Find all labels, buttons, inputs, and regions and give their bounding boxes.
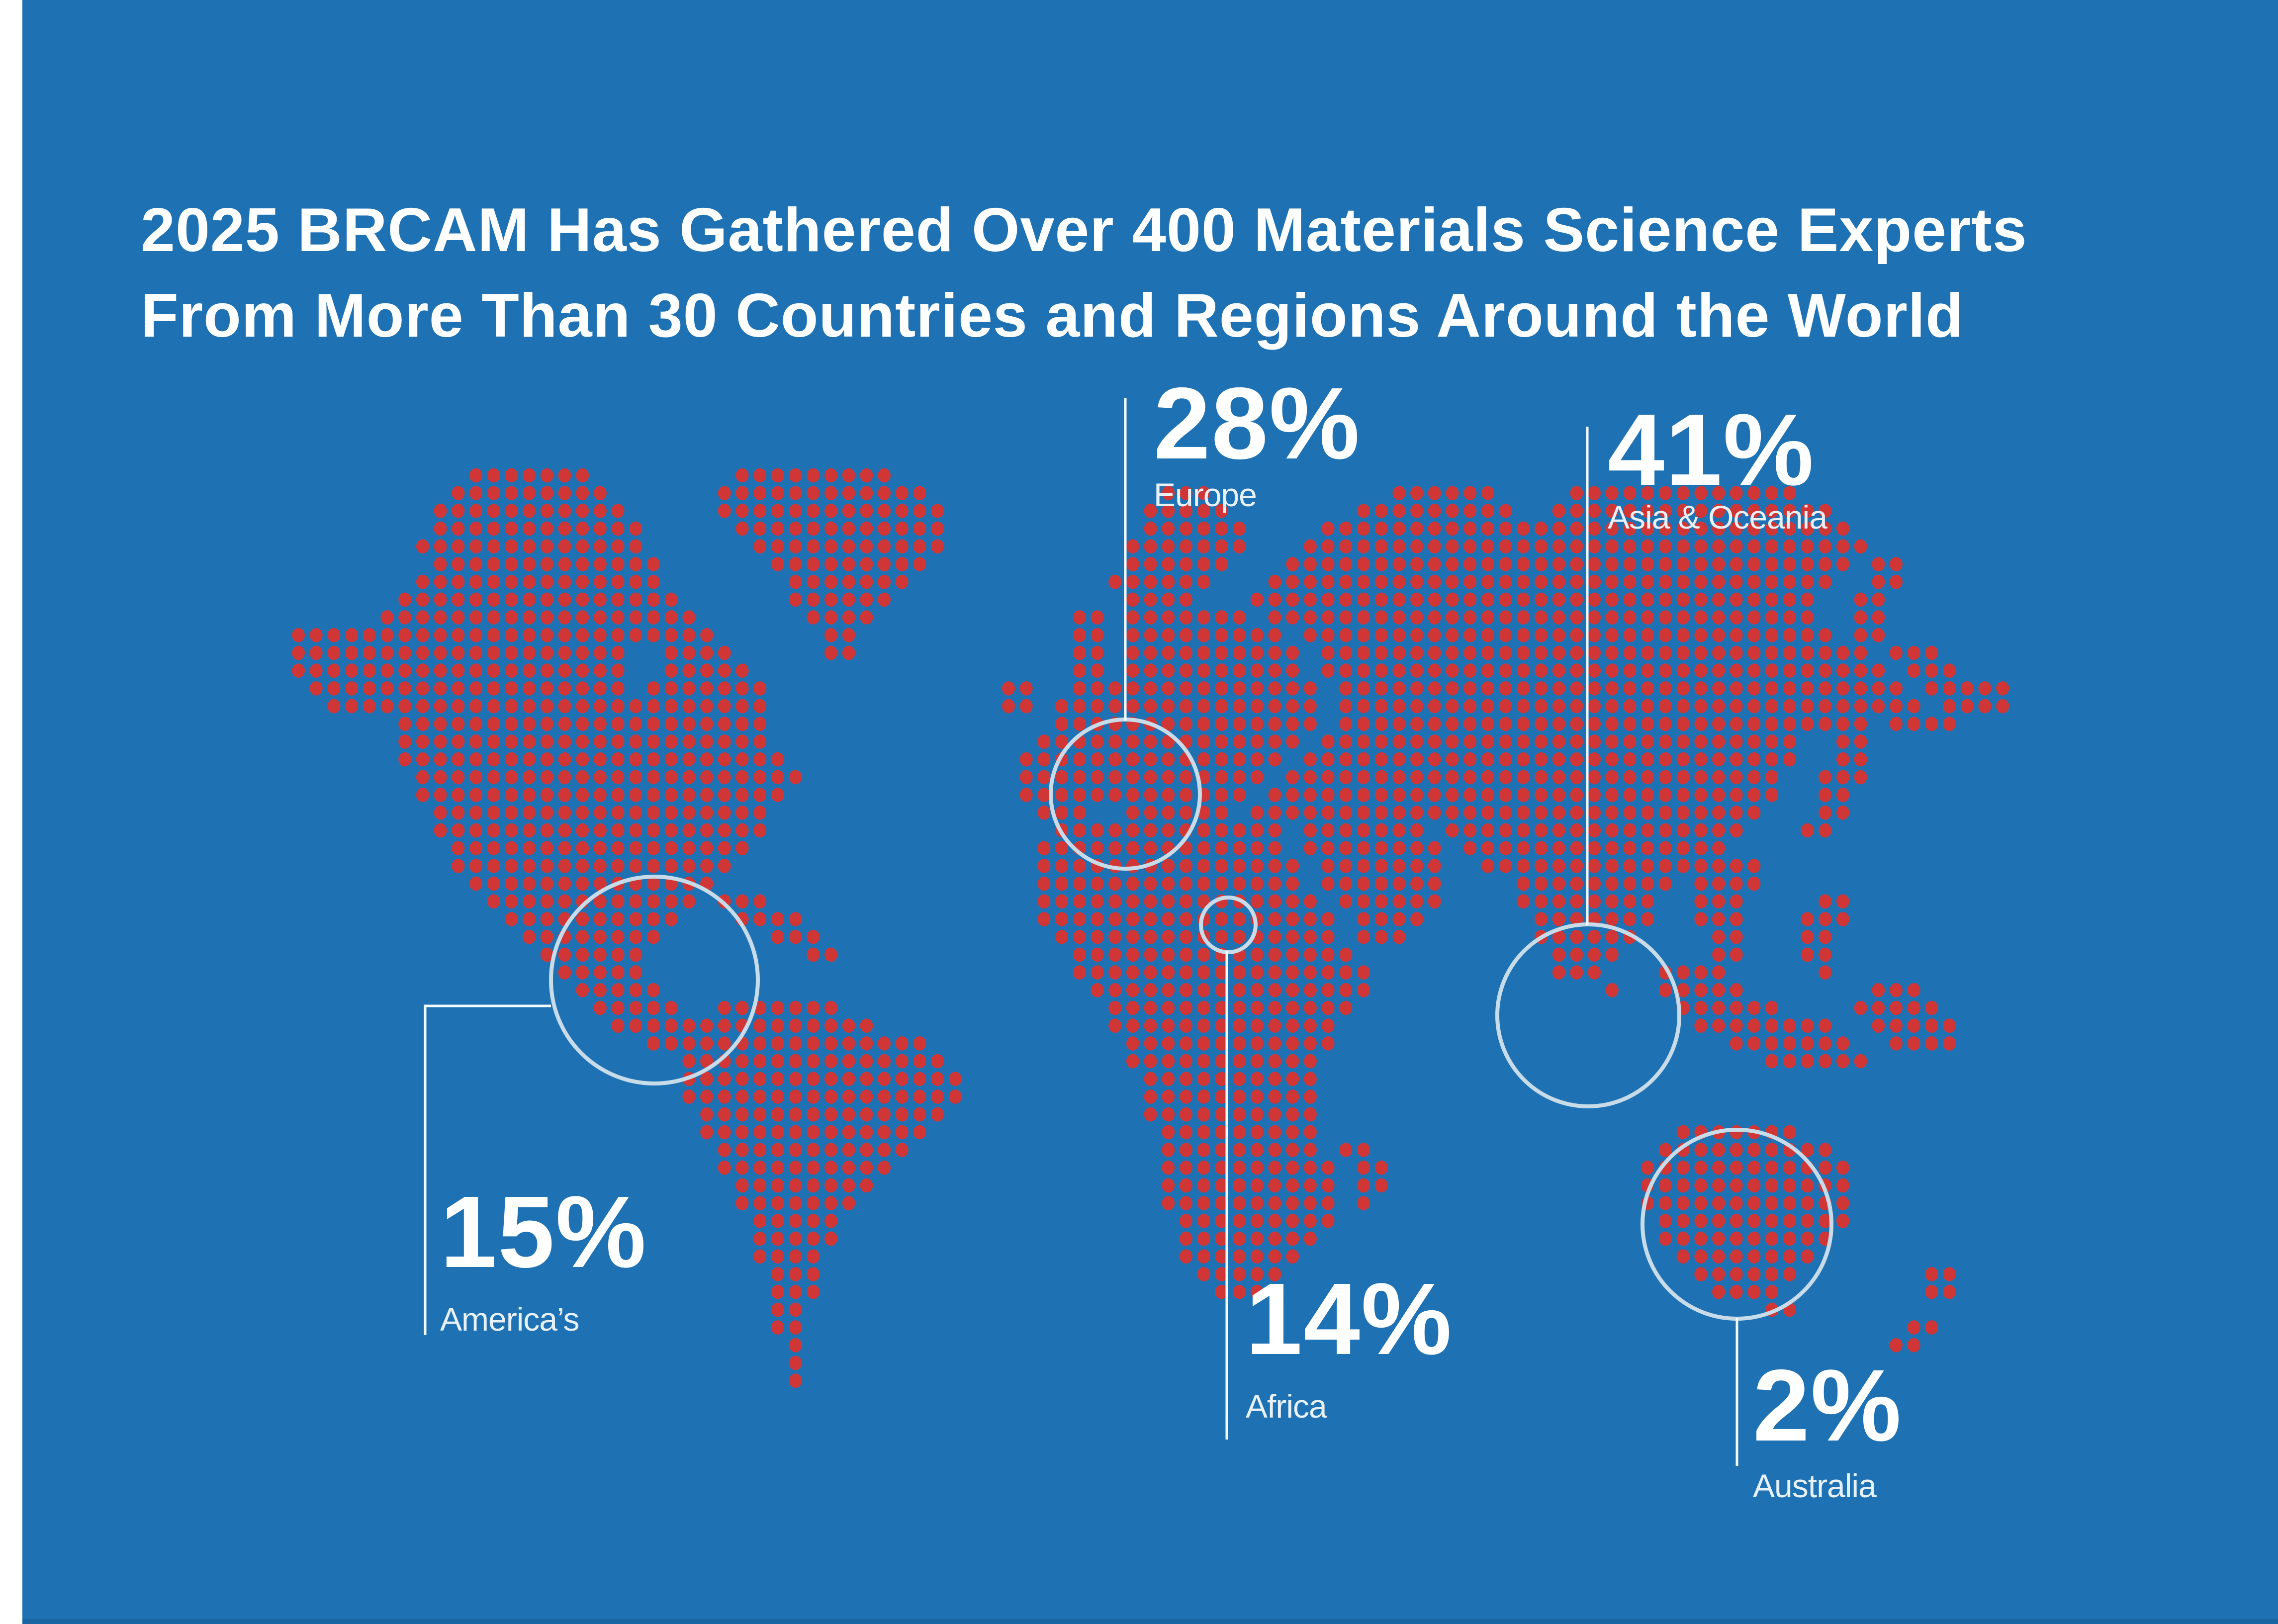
page-title-line1: 2025 BRCAM Has Gathered Over 400 Materia…: [141, 196, 2027, 265]
left-margin-strip: [0, 0, 22, 1624]
page-title: 2025 BRCAM Has Gathered Over 400 Materia…: [141, 187, 2027, 359]
region-label-americas: 15% America’s: [440, 1181, 647, 1336]
region-label-europe: 28% Europe: [1154, 372, 1361, 511]
region-label-asia-oceania: 41% Asia & Oceania: [1608, 399, 1827, 534]
region-pct-africa: 14%: [1246, 1262, 1453, 1376]
region-pct-australia: 2%: [1753, 1349, 1903, 1462]
region-name-americas: America’s: [440, 1301, 580, 1338]
region-label-africa: 14% Africa: [1246, 1268, 1453, 1423]
region-name-africa: Africa: [1246, 1388, 1327, 1425]
region-pct-europe: 28%: [1154, 366, 1361, 480]
region-pct-asia-oceania: 41%: [1608, 393, 1815, 507]
region-label-australia: 2% Australia: [1753, 1354, 1902, 1502]
region-pct-americas: 15%: [440, 1175, 647, 1289]
region-name-australia: Australia: [1753, 1467, 1877, 1504]
bottom-edge-bar: [22, 1619, 2278, 1624]
ring-asia: [1495, 922, 1681, 1108]
map-dots: [292, 468, 2009, 1388]
page-title-line2: From More Than 30 Countries and Regions …: [141, 281, 1964, 351]
region-name-asia-oceania: Asia & Oceania: [1608, 499, 1827, 536]
leader-americas: [424, 1004, 551, 1335]
ring-africa: [1199, 896, 1258, 954]
region-name-europe: Europe: [1154, 476, 1257, 513]
ring-americas: [549, 875, 760, 1085]
